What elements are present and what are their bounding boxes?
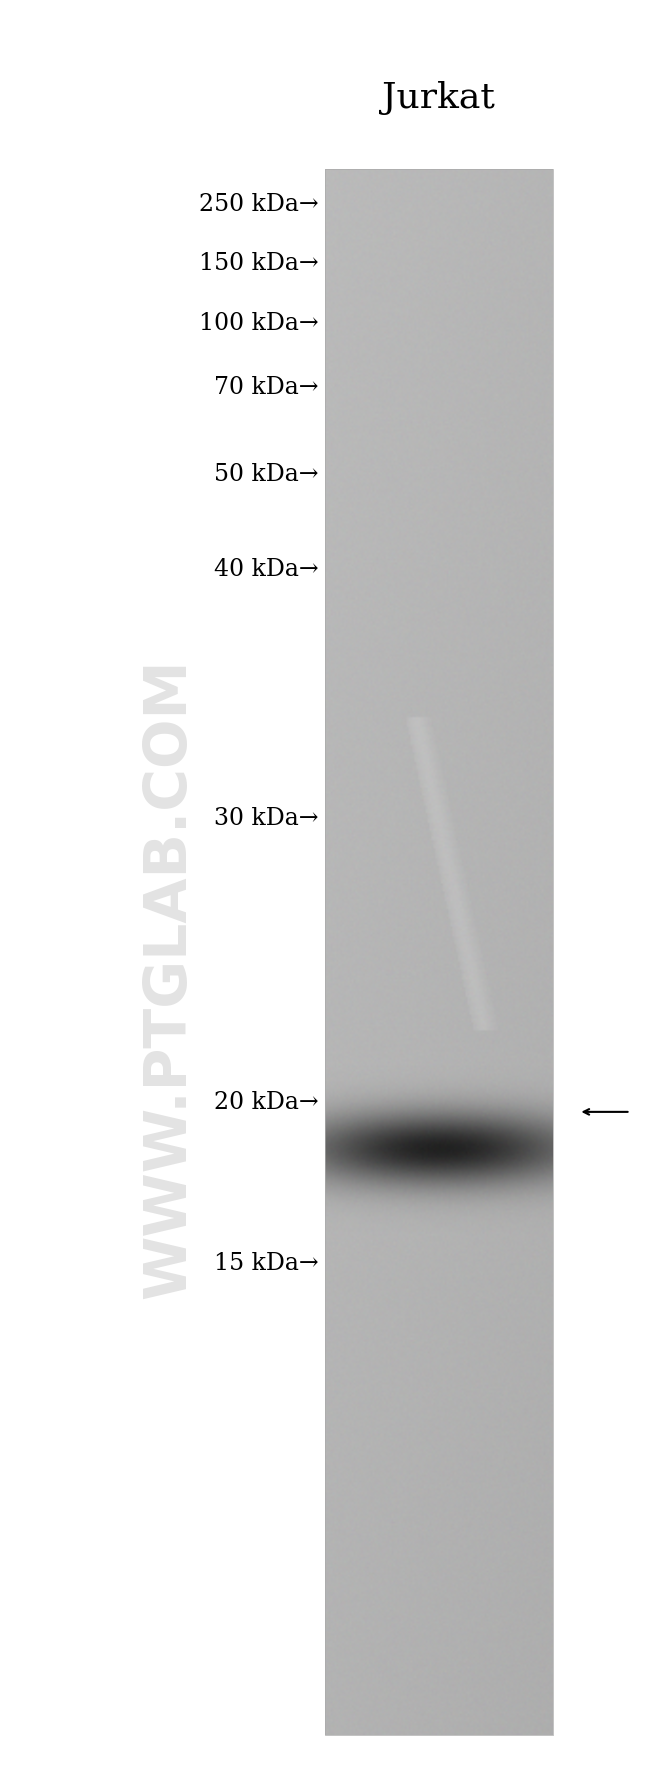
Text: 20 kDa→: 20 kDa→ xyxy=(214,1092,318,1114)
Text: 250 kDa→: 250 kDa→ xyxy=(199,194,318,215)
Text: 30 kDa→: 30 kDa→ xyxy=(214,808,318,829)
Text: WWW.PTGLAB.COM: WWW.PTGLAB.COM xyxy=(140,658,198,1299)
Text: 15 kDa→: 15 kDa→ xyxy=(214,1252,318,1274)
Text: 50 kDa→: 50 kDa→ xyxy=(214,464,318,486)
Text: 40 kDa→: 40 kDa→ xyxy=(214,559,318,580)
Text: 100 kDa→: 100 kDa→ xyxy=(199,313,318,334)
Text: 70 kDa→: 70 kDa→ xyxy=(214,377,318,398)
Text: Jurkat: Jurkat xyxy=(382,80,495,116)
Text: 150 kDa→: 150 kDa→ xyxy=(199,253,318,274)
Bar xyxy=(325,169,552,1735)
